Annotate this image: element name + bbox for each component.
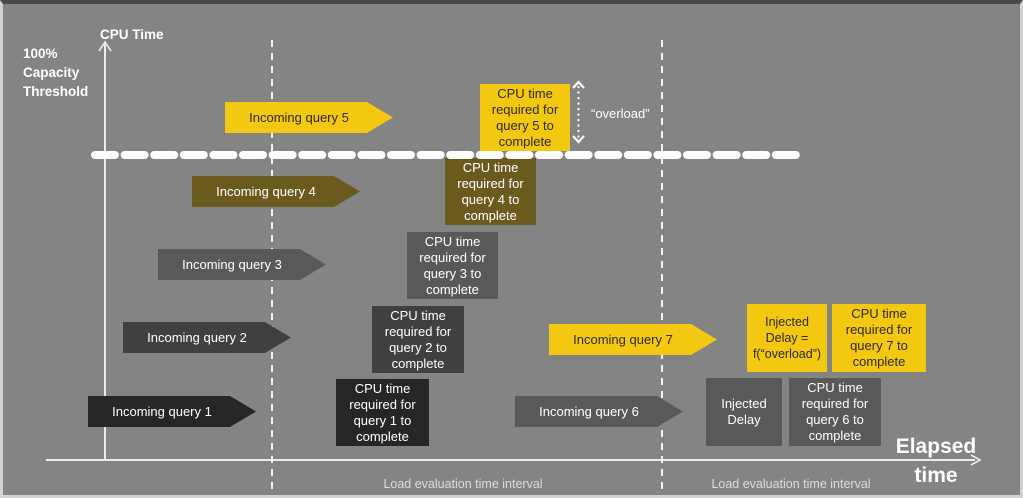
query-3-arrow: Incoming query 3 — [158, 249, 326, 280]
query-3-cpu-box: CPU time required for query 3 to complet… — [407, 232, 498, 299]
query-6-cpu-box: CPU time required for query 6 to complet… — [789, 378, 881, 446]
injected-delay-formula-box: Injected Delay = f(“overload”) — [747, 304, 827, 372]
load-interval-label-2: Load evaluation time interval — [711, 477, 871, 491]
query-1-cpu-box: CPU time required for query 1 to complet… — [336, 379, 429, 446]
query-7-arrow: Incoming query 7 — [549, 324, 717, 355]
overload-label: “overload” — [591, 106, 650, 121]
query-4-arrow-label: Incoming query 4 — [216, 184, 316, 199]
interval-divider-2 — [661, 40, 663, 495]
query-6-arrow-label: Incoming query 6 — [539, 404, 639, 419]
query-5-arrow-label: Incoming query 5 — [249, 110, 349, 125]
elapsed-time-line2: time — [914, 464, 958, 487]
elapsed-time-label: Elapsed time — [891, 432, 981, 490]
query-4-cpu-box: CPU time required for query 4 to complet… — [445, 158, 536, 225]
query-5-cpu-box: CPU time required for query 5 to complet… — [480, 84, 570, 151]
query-3-arrow-label: Incoming query 3 — [182, 257, 282, 272]
capacity-threshold-label: 100% Capacity Threshold — [23, 44, 88, 101]
load-interval-label-1: Load evaluation time interval — [383, 477, 543, 491]
elapsed-time-line1: Elapsed — [895, 435, 977, 458]
query-1-arrow-label: Incoming query 1 — [112, 404, 212, 419]
capacity-threshold-line — [91, 151, 809, 159]
query-2-arrow: Incoming query 2 — [123, 322, 291, 353]
x-axis-line — [46, 459, 975, 461]
query-1-arrow: Incoming query 1 — [88, 396, 256, 427]
x-axis-arrow-icon — [970, 454, 982, 466]
query-7-cpu-box: CPU time required for query 7 to complet… — [832, 304, 926, 372]
capacity-threshold-line1: 100% — [23, 46, 58, 61]
query-4-arrow: Incoming query 4 — [192, 176, 360, 207]
overload-arrow-icon — [572, 80, 585, 144]
injected-delay-box: Injected Delay — [706, 378, 782, 446]
y-axis-line — [104, 44, 106, 460]
capacity-threshold-line3: Threshold — [23, 84, 89, 99]
query-2-cpu-box: CPU time required for query 2 to complet… — [372, 306, 464, 373]
capacity-threshold-line2: Capacity — [23, 65, 80, 80]
query-5-arrow: Incoming query 5 — [225, 102, 393, 133]
query-7-arrow-label: Incoming query 7 — [573, 332, 673, 347]
query-6-arrow: Incoming query 6 — [515, 396, 683, 427]
cpu-time-label: CPU Time — [100, 27, 164, 42]
y-axis-arrow-icon — [98, 40, 112, 52]
query-2-arrow-label: Incoming query 2 — [147, 330, 247, 345]
